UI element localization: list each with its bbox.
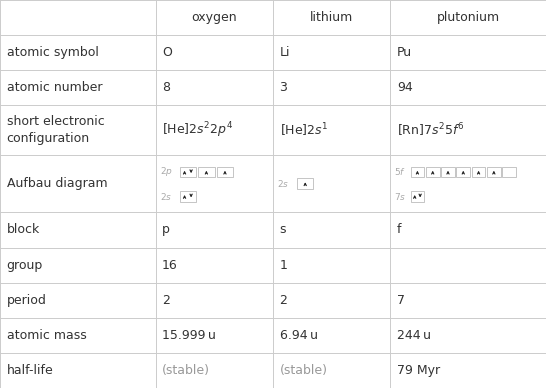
Text: half-life: half-life xyxy=(7,364,54,377)
Bar xyxy=(297,178,313,189)
Text: atomic number: atomic number xyxy=(7,81,102,94)
Text: plutonium: plutonium xyxy=(437,11,500,24)
Text: $7s$: $7s$ xyxy=(394,191,406,202)
Text: period: period xyxy=(7,294,46,307)
Text: $[\mathrm{Rn}]7s^{2}5f^{6}$: $[\mathrm{Rn}]7s^{2}5f^{6}$ xyxy=(397,121,465,139)
Bar xyxy=(411,191,424,202)
Bar xyxy=(426,166,440,177)
Text: O: O xyxy=(162,46,172,59)
Bar xyxy=(487,166,501,177)
Text: atomic symbol: atomic symbol xyxy=(7,46,98,59)
Text: $2s$: $2s$ xyxy=(160,191,172,202)
Text: 7: 7 xyxy=(397,294,405,307)
Bar xyxy=(456,166,470,177)
Text: $2p$: $2p$ xyxy=(160,165,173,178)
Text: 244 u: 244 u xyxy=(397,329,431,342)
Text: s: s xyxy=(280,223,286,236)
Text: 8: 8 xyxy=(162,81,170,94)
Text: p: p xyxy=(162,223,170,236)
Text: (stable): (stable) xyxy=(280,364,328,377)
Text: Li: Li xyxy=(280,46,290,59)
Text: 1: 1 xyxy=(280,258,287,272)
Text: atomic mass: atomic mass xyxy=(7,329,86,342)
Text: group: group xyxy=(7,258,43,272)
Text: short electronic
configuration: short electronic configuration xyxy=(7,115,104,145)
Text: 2: 2 xyxy=(162,294,170,307)
Text: $5f$: $5f$ xyxy=(394,166,406,177)
Text: $2s$: $2s$ xyxy=(277,178,289,189)
Bar xyxy=(198,166,215,177)
Text: 94: 94 xyxy=(397,81,413,94)
Bar xyxy=(180,191,196,202)
Text: $[\mathrm{He}]2s^{1}$: $[\mathrm{He}]2s^{1}$ xyxy=(280,121,328,139)
Bar xyxy=(180,166,196,177)
Text: $[\mathrm{He}]2s^{2}2p^{4}$: $[\mathrm{He}]2s^{2}2p^{4}$ xyxy=(162,120,233,140)
Bar xyxy=(217,166,233,177)
Text: 3: 3 xyxy=(280,81,287,94)
Text: 2: 2 xyxy=(280,294,287,307)
Text: 15.999 u: 15.999 u xyxy=(162,329,216,342)
Text: 6.94 u: 6.94 u xyxy=(280,329,318,342)
Text: block: block xyxy=(7,223,40,236)
Text: f: f xyxy=(397,223,401,236)
Bar xyxy=(441,166,455,177)
Text: 16: 16 xyxy=(162,258,178,272)
Text: Pu: Pu xyxy=(397,46,412,59)
Bar xyxy=(472,166,485,177)
Text: Aufbau diagram: Aufbau diagram xyxy=(7,177,107,190)
Text: 79 Myr: 79 Myr xyxy=(397,364,440,377)
Bar xyxy=(502,166,516,177)
Text: lithium: lithium xyxy=(310,11,353,24)
Bar xyxy=(411,166,424,177)
Text: oxygen: oxygen xyxy=(192,11,237,24)
Text: (stable): (stable) xyxy=(162,364,210,377)
